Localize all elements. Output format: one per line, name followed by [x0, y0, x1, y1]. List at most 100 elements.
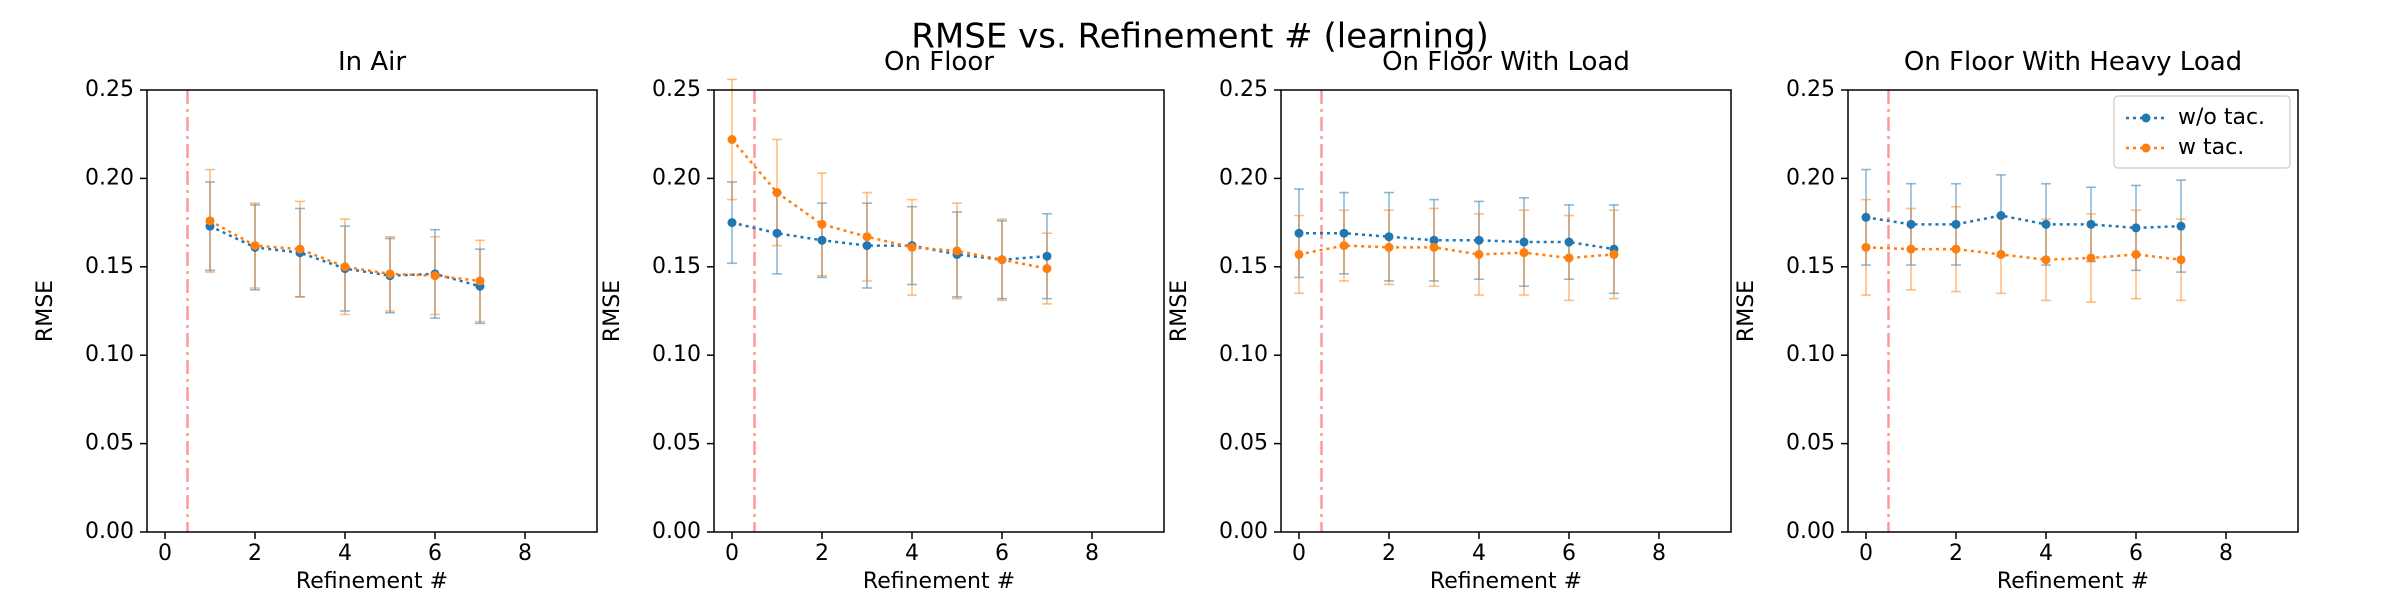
y-axis-label: RMSE [33, 280, 58, 342]
data-point [2086, 253, 2096, 263]
y-tick-label: 0.00 [652, 519, 701, 544]
data-point [727, 135, 737, 145]
axes-frame [1280, 89, 1732, 533]
data-point [1564, 237, 1574, 247]
axes-frame [1847, 89, 2299, 533]
y-tick-label: 0.05 [85, 431, 134, 456]
panel-title: On Floor With Heavy Load [1904, 47, 2242, 77]
x-tick-label: 2 [1949, 541, 1963, 566]
data-point [862, 241, 872, 251]
y-axis-label: RMSE [600, 280, 625, 342]
panel-title: On Floor [884, 47, 994, 77]
y-tick-label: 0.20 [652, 165, 701, 190]
x-tick-label: 4 [1472, 541, 1486, 566]
data-point [997, 255, 1007, 265]
data-point [2176, 255, 2186, 265]
x-tick-label: 0 [158, 541, 172, 566]
data-point [1429, 235, 1439, 245]
data-point [1951, 244, 1961, 254]
data-point [1861, 242, 1871, 252]
legend-box [2113, 95, 2291, 169]
data-point [385, 269, 395, 279]
panel-title: On Floor With Load [1382, 47, 1630, 77]
data-point [475, 276, 485, 286]
data-point [1042, 251, 1052, 261]
x-axis-label: Refinement # [296, 569, 448, 594]
y-tick-label: 0.15 [85, 254, 134, 279]
y-tick-label: 0.15 [1786, 254, 1835, 279]
data-point [295, 244, 305, 254]
series-line-w-tac [731, 138, 1048, 270]
data-point [772, 228, 782, 238]
legend-swatch-marker [2141, 143, 2151, 153]
data-point [2131, 249, 2141, 259]
data-point [1474, 249, 1484, 259]
y-tick-label: 0.20 [1219, 165, 1268, 190]
x-tick-label: 4 [338, 541, 352, 566]
y-axis-label: RMSE [1734, 280, 1759, 342]
x-tick-label: 0 [1859, 541, 1873, 566]
panels: In Air 0.00 0.05 0.10 0.15 0.20 0.25 0 2 4 6 8 Refin… [33, 47, 2299, 594]
data-point [817, 235, 827, 245]
x-tick-label: 2 [1382, 541, 1396, 566]
x-tick-label: 8 [1652, 541, 1666, 566]
chart-panel-2: On Floor 0.00 0.05 0.10 0.15 0.20 0.25 0 2 4 6 8 Ref… [600, 47, 1165, 594]
data-point [862, 232, 872, 242]
y-tick-label: 0.00 [1786, 519, 1835, 544]
y-tick-label: 0.05 [1786, 431, 1835, 456]
chart-panel-4: On Floor With Heavy Load 0.00 0.05 0.10 0.15… [1734, 47, 2299, 594]
x-tick-label: 2 [815, 541, 829, 566]
x-tick-label: 8 [1085, 541, 1099, 566]
x-axis-label: Refinement # [1997, 569, 2149, 594]
data-point [1042, 264, 1052, 274]
data-point [1474, 235, 1484, 245]
x-tick-label: 8 [2219, 541, 2233, 566]
data-point [1906, 219, 1916, 229]
data-point [952, 246, 962, 256]
y-tick-label: 0.25 [1219, 77, 1268, 102]
y-tick-label: 0.00 [85, 519, 134, 544]
data-point [1996, 211, 2006, 221]
data-point [1384, 242, 1394, 252]
x-tick-label: 6 [428, 541, 442, 566]
x-tick-label: 0 [725, 541, 739, 566]
data-point [1564, 253, 1574, 263]
y-tick-label: 0.25 [1786, 77, 1835, 102]
data-point [1384, 232, 1394, 242]
data-point [250, 241, 260, 251]
figure-title: RMSE vs. Refinement # (learning) [911, 17, 1488, 57]
legend-swatch-marker [2141, 113, 2151, 123]
y-tick-label: 0.25 [85, 77, 134, 102]
data-point [727, 218, 737, 228]
data-point [2041, 255, 2051, 265]
x-tick-label: 8 [518, 541, 532, 566]
data-point [1996, 249, 2006, 259]
y-axis-label: RMSE [1167, 280, 1192, 342]
x-tick-label: 2 [248, 541, 262, 566]
data-point [1339, 241, 1349, 251]
y-tick-label: 0.10 [85, 342, 134, 367]
y-tick-label: 0.25 [652, 77, 701, 102]
legend: w/o tac. w tac. [2113, 95, 2291, 169]
data-point [1294, 249, 1304, 259]
data-point [1609, 249, 1619, 259]
data-point [2041, 219, 2051, 229]
y-tick-label: 0.20 [85, 165, 134, 190]
x-tick-label: 0 [1292, 541, 1306, 566]
data-point [2176, 221, 2186, 231]
chart-panel-3: On Floor With Load 0.00 0.05 0.10 0.15 0.20 0.… [1167, 47, 1732, 594]
data-point [907, 242, 917, 252]
y-tick-label: 0.20 [1786, 165, 1835, 190]
axes-frame [713, 89, 1165, 533]
data-point [1519, 248, 1529, 258]
x-tick-label: 4 [2039, 541, 2053, 566]
data-point [1951, 219, 1961, 229]
y-tick-label: 0.00 [1219, 519, 1268, 544]
data-point [1906, 244, 1916, 254]
y-tick-label: 0.10 [1219, 342, 1268, 367]
data-point [1339, 228, 1349, 238]
y-tick-label: 0.10 [652, 342, 701, 367]
legend-label: w tac. [2178, 135, 2244, 160]
